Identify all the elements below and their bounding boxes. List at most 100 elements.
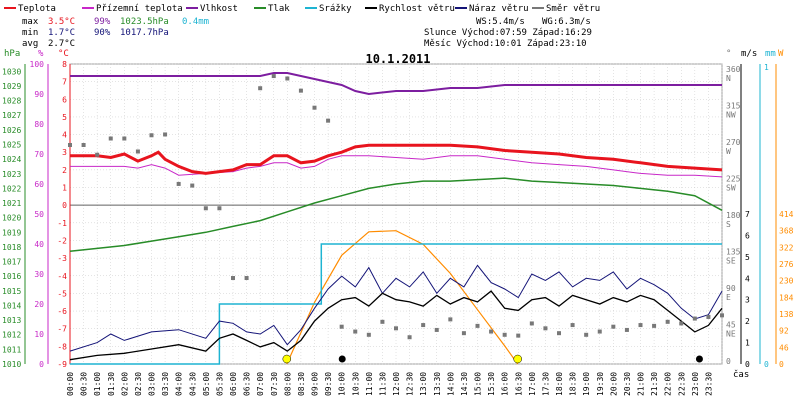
- tick-deg: 270: [726, 138, 741, 147]
- tick-w: 230: [779, 277, 794, 286]
- tick-pct: 10: [34, 330, 44, 339]
- wind-dir-point: [557, 331, 561, 336]
- tick-w: 92: [779, 327, 789, 336]
- tick-c: -6: [57, 307, 67, 316]
- tick-time: 03:30: [161, 372, 170, 396]
- tick-c: 0: [62, 201, 67, 210]
- tick-hpa: 1030: [2, 67, 21, 76]
- grid: [69, 63, 723, 365]
- series-humidity: [70, 72, 722, 96]
- tick-ms: 0: [745, 360, 750, 369]
- tick-hpa: 1022: [2, 184, 21, 193]
- tick-time: 03:00: [148, 372, 157, 396]
- axis-unit-w: W: [778, 49, 784, 59]
- tick-deg-dir: NE: [726, 330, 736, 339]
- tick-deg-dir: SE: [726, 257, 736, 266]
- series-gust: [69, 264, 723, 352]
- tick-deg-dir: NW: [726, 111, 736, 120]
- wind-dir-point: [298, 88, 303, 93]
- legend-label-vlhkost: Vlhkost: [200, 4, 238, 14]
- tick-time: 08:00: [283, 372, 292, 396]
- tick-time: 18:00: [555, 372, 564, 396]
- legend-label-rychlost: Rychlost větru: [379, 4, 455, 14]
- axis-unit-deg: °: [726, 49, 731, 59]
- tick-time: 12:30: [406, 372, 415, 396]
- tick-time: 10:00: [338, 372, 347, 396]
- tick-deg-dir: N: [726, 74, 731, 83]
- stat-ws: WS:5.4m/s: [476, 17, 525, 27]
- tick-deg-dir: E: [726, 293, 731, 302]
- tick-time: 02:00: [120, 372, 129, 396]
- tick-c: 3: [62, 148, 67, 157]
- wind-dir-point: [231, 276, 235, 281]
- tick-hpa: 1012: [2, 331, 21, 340]
- tick-hpa: 1015: [2, 287, 21, 296]
- tick-hpa: 1027: [2, 111, 21, 120]
- tick-hpa: 1023: [2, 170, 21, 179]
- tick-time: 02:30: [134, 372, 143, 396]
- tick-c: 6: [62, 95, 67, 104]
- wind-dir-point: [122, 136, 127, 141]
- legend-label-tlak: Tlak: [268, 4, 290, 14]
- tick-time: 19:00: [582, 372, 591, 396]
- tick-time: 05:00: [202, 372, 211, 396]
- tick-ms: 3: [745, 296, 750, 305]
- tick-hpa: 1016: [2, 272, 21, 281]
- tick-ms: 4: [745, 274, 750, 283]
- tick-time: 17:30: [541, 372, 550, 396]
- tick-pct: 60: [34, 180, 44, 189]
- tick-time: 11:00: [365, 372, 374, 396]
- tick-pct: 100: [30, 60, 45, 69]
- wind-dir-point: [163, 132, 168, 137]
- tick-time: 01:30: [107, 372, 116, 396]
- tick-deg-dir: S: [726, 220, 731, 229]
- wind-dir-point: [149, 133, 154, 138]
- tick-time: 22:30: [677, 372, 686, 396]
- wind-dir-point: [502, 332, 507, 337]
- wind-dir-point: [81, 143, 86, 147]
- tick-hpa: 1019: [2, 228, 21, 237]
- tick-pct: 40: [34, 240, 44, 249]
- tick-deg: 0: [726, 357, 731, 366]
- wind-dir-point: [176, 181, 181, 186]
- stat-min-label: min: [22, 28, 38, 38]
- tick-time: 00:30: [80, 372, 89, 396]
- sun-marker: [513, 354, 522, 364]
- tick-hpa: 1014: [2, 301, 21, 310]
- sun-marker: [282, 354, 292, 364]
- wind-dir-point: [285, 76, 290, 81]
- tick-time: 20:00: [609, 372, 618, 396]
- tick-w: 184: [779, 293, 794, 302]
- tick-c: -8: [57, 342, 67, 351]
- stat-min-press: 1017.7hPa: [120, 28, 169, 38]
- tick-c: -1: [57, 219, 67, 228]
- wind-dir-point: [190, 183, 195, 188]
- marks-layer: [68, 74, 724, 364]
- wind-dir-point: [394, 326, 398, 331]
- tick-w: 322: [779, 243, 794, 252]
- moon-marker: [338, 355, 346, 363]
- tick-time: 07:30: [270, 372, 279, 396]
- tick-mm: 0: [764, 360, 769, 369]
- tick-pct: 80: [34, 120, 44, 129]
- tick-time: 20:30: [623, 372, 632, 396]
- tick-deg: 315: [726, 102, 741, 111]
- tick-deg: 225: [726, 175, 741, 184]
- wind-dir-point: [380, 319, 385, 324]
- stat-max-rain: 0.4mm: [182, 17, 209, 27]
- axes: 1030102910281027102610251024102310221021…: [2, 60, 794, 396]
- wind-dir-point: [597, 329, 602, 334]
- wind-dir-point: [665, 319, 670, 324]
- series-ground-temp: [70, 155, 723, 178]
- wind-dir-point: [692, 316, 697, 321]
- tick-c: -4: [57, 272, 67, 281]
- tick-time: 04:00: [175, 372, 184, 396]
- wind-dir-point: [68, 143, 72, 147]
- legend-label-teplota: Teplota: [18, 4, 56, 14]
- wind-dir-point: [312, 105, 317, 110]
- wind-dir-point: [271, 74, 276, 79]
- wind-dir-point: [652, 323, 657, 328]
- wind-dir-point: [516, 333, 521, 338]
